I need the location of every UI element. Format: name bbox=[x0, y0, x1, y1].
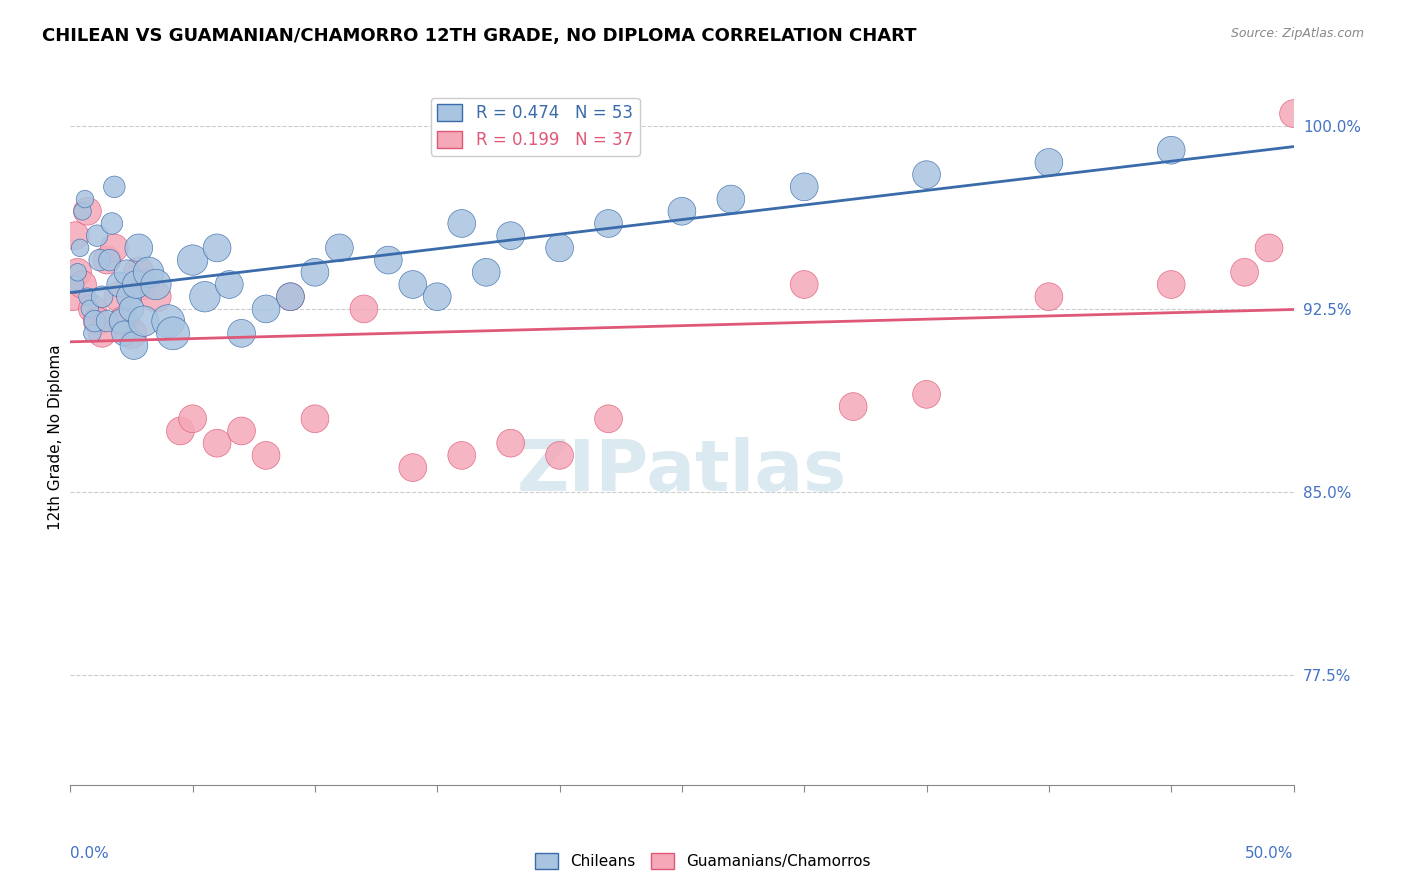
Point bbox=[121, 301, 143, 316]
Point bbox=[79, 301, 101, 316]
Point bbox=[304, 411, 326, 425]
Text: CHILEAN VS GUAMANIAN/CHAMORRO 12TH GRADE, NO DIPLOMA CORRELATION CHART: CHILEAN VS GUAMANIAN/CHAMORRO 12TH GRADE… bbox=[42, 27, 917, 45]
Point bbox=[82, 326, 104, 341]
Point bbox=[128, 265, 150, 279]
Point bbox=[254, 449, 277, 463]
Point bbox=[145, 290, 167, 304]
Point bbox=[194, 290, 217, 304]
Point bbox=[720, 192, 742, 206]
Point bbox=[1160, 143, 1182, 157]
Point bbox=[1258, 241, 1281, 255]
Point bbox=[132, 314, 155, 328]
Point bbox=[280, 290, 302, 304]
Point bbox=[254, 301, 277, 316]
Point bbox=[103, 241, 125, 255]
Point bbox=[304, 265, 326, 279]
Point bbox=[112, 326, 135, 341]
Point bbox=[125, 277, 148, 292]
Point bbox=[1282, 106, 1305, 120]
Point bbox=[915, 387, 938, 401]
Point bbox=[118, 290, 141, 304]
Point bbox=[328, 241, 350, 255]
Point bbox=[72, 277, 94, 292]
Point bbox=[842, 400, 865, 414]
Point bbox=[475, 265, 498, 279]
Point bbox=[103, 179, 125, 194]
Point bbox=[73, 192, 96, 206]
Text: 50.0%: 50.0% bbox=[1246, 846, 1294, 861]
Point bbox=[231, 326, 253, 341]
Point bbox=[138, 265, 160, 279]
Text: Source: ZipAtlas.com: Source: ZipAtlas.com bbox=[1230, 27, 1364, 40]
Point bbox=[62, 290, 84, 304]
Point bbox=[76, 204, 98, 219]
Point bbox=[63, 228, 86, 243]
Point bbox=[181, 253, 204, 268]
Point bbox=[450, 449, 472, 463]
Y-axis label: 12th Grade, No Diploma: 12th Grade, No Diploma bbox=[48, 344, 63, 530]
Point bbox=[499, 436, 522, 450]
Point bbox=[145, 277, 167, 292]
Point bbox=[1160, 277, 1182, 292]
Point bbox=[205, 241, 228, 255]
Point bbox=[793, 179, 815, 194]
Point bbox=[89, 253, 111, 268]
Point bbox=[793, 277, 815, 292]
Point bbox=[280, 290, 302, 304]
Point bbox=[1233, 265, 1256, 279]
Point bbox=[548, 449, 571, 463]
Text: 0.0%: 0.0% bbox=[70, 846, 110, 861]
Legend: Chileans, Guamanians/Chamorros: Chileans, Guamanians/Chamorros bbox=[529, 847, 877, 875]
Point bbox=[353, 301, 375, 316]
Point bbox=[91, 290, 114, 304]
Point bbox=[115, 265, 138, 279]
Point bbox=[96, 314, 118, 328]
Point bbox=[231, 424, 253, 438]
Point bbox=[108, 290, 131, 304]
Point bbox=[82, 301, 104, 316]
Point bbox=[598, 217, 620, 231]
Text: ZIPatlas: ZIPatlas bbox=[517, 437, 846, 507]
Point bbox=[98, 253, 121, 268]
Point bbox=[63, 277, 86, 292]
Point bbox=[76, 290, 98, 304]
Point bbox=[91, 326, 114, 341]
Point bbox=[157, 314, 180, 328]
Point bbox=[86, 228, 108, 243]
Point bbox=[121, 326, 143, 341]
Point bbox=[69, 241, 91, 255]
Point bbox=[169, 424, 191, 438]
Point bbox=[96, 253, 118, 268]
Point bbox=[218, 277, 240, 292]
Point bbox=[915, 168, 938, 182]
Point bbox=[450, 217, 472, 231]
Point bbox=[122, 338, 145, 352]
Point bbox=[426, 290, 449, 304]
Point bbox=[101, 217, 124, 231]
Point bbox=[132, 277, 155, 292]
Point bbox=[402, 277, 425, 292]
Point bbox=[66, 265, 89, 279]
Point bbox=[598, 411, 620, 425]
Point bbox=[86, 314, 108, 328]
Point bbox=[83, 314, 105, 328]
Point bbox=[499, 228, 522, 243]
Legend: R = 0.474   N = 53, R = 0.199   N = 37: R = 0.474 N = 53, R = 0.199 N = 37 bbox=[430, 97, 640, 155]
Point bbox=[1038, 155, 1060, 169]
Point bbox=[66, 265, 89, 279]
Point bbox=[128, 241, 150, 255]
Point bbox=[548, 241, 571, 255]
Point bbox=[72, 204, 94, 219]
Point bbox=[1038, 290, 1060, 304]
Point bbox=[402, 460, 425, 475]
Point bbox=[112, 314, 135, 328]
Point bbox=[111, 314, 134, 328]
Point bbox=[108, 277, 131, 292]
Point bbox=[181, 411, 204, 425]
Point bbox=[205, 436, 228, 450]
Point bbox=[671, 204, 693, 219]
Point bbox=[162, 326, 184, 341]
Point bbox=[377, 253, 399, 268]
